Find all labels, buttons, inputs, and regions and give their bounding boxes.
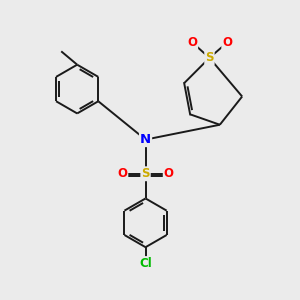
Text: O: O (187, 36, 197, 49)
Text: S: S (205, 51, 214, 64)
Text: Cl: Cl (139, 257, 152, 270)
Text: O: O (222, 36, 232, 49)
Text: S: S (141, 167, 150, 180)
Text: O: O (117, 167, 128, 180)
Text: O: O (164, 167, 174, 180)
Text: N: N (140, 133, 151, 146)
